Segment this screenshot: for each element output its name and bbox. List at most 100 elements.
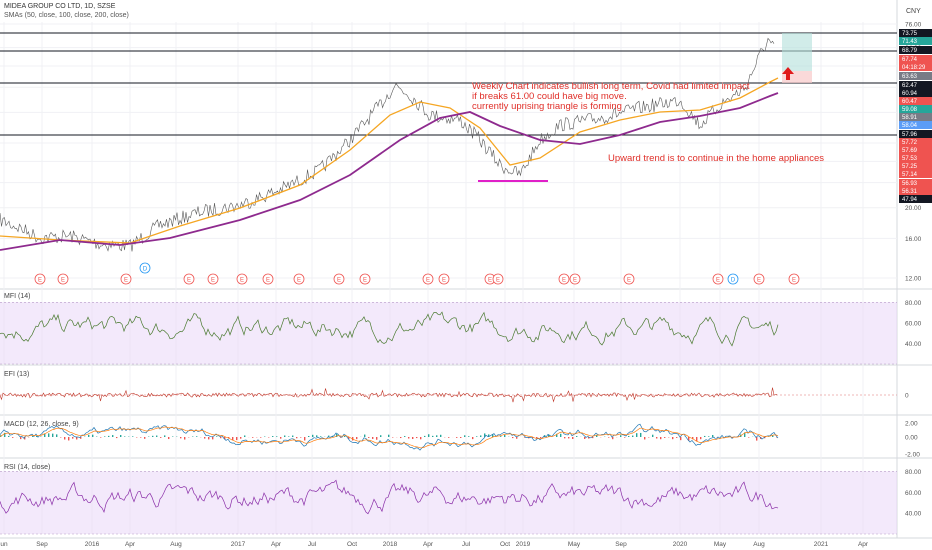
- price-tick: 76.00: [905, 22, 922, 29]
- price-label: 73.75: [902, 31, 918, 37]
- event-marker-label: E: [187, 277, 191, 283]
- macd-histogram-bar: [304, 437, 306, 441]
- macd-histogram-bar: [64, 437, 66, 440]
- macd-histogram-bar: [420, 437, 422, 440]
- macd-histogram-bar: [728, 436, 730, 437]
- macd-histogram-bar: [140, 437, 142, 438]
- event-marker-label: E: [792, 277, 796, 283]
- macd-histogram-bar: [180, 437, 182, 439]
- macd-histogram-bar: [476, 436, 478, 437]
- macd-histogram-bar: [336, 433, 338, 437]
- macd-histogram-bar: [468, 436, 470, 437]
- event-marker: [183, 273, 195, 285]
- macd-histogram-bar: [372, 437, 374, 439]
- price-label: 60.94: [902, 91, 918, 97]
- target-zone: [782, 33, 812, 71]
- event-marker-label: E: [627, 277, 631, 283]
- note-line-2: if breaks 61.00 could have big move.: [472, 91, 627, 102]
- macd-histogram-bar: [344, 435, 346, 437]
- macd-histogram-bar: [456, 437, 458, 438]
- event-marker: [236, 273, 248, 285]
- time-tick: Aug: [753, 541, 765, 548]
- macd-histogram-bar: [184, 437, 186, 440]
- event-marker-label: E: [337, 277, 341, 283]
- price-label: 47.94: [902, 197, 918, 203]
- macd-tick: 2.00: [905, 421, 918, 428]
- time-tick: Aug: [170, 541, 182, 548]
- event-marker-label: E: [363, 277, 367, 283]
- macd-histogram-bar: [464, 435, 466, 437]
- price-label: 58.91: [902, 115, 918, 121]
- time-tick: un: [0, 541, 8, 548]
- macd-histogram-bar: [88, 434, 90, 437]
- mfi-tick: 40.00: [905, 341, 922, 348]
- macd-histogram-bar: [132, 436, 134, 437]
- macd-histogram-bar: [672, 437, 674, 440]
- macd-histogram-bar: [108, 435, 110, 437]
- macd-histogram-bar: [376, 437, 378, 440]
- price-label: 56.93: [902, 181, 918, 187]
- macd-histogram-bar: [536, 437, 538, 439]
- macd-histogram-bar: [160, 437, 162, 438]
- macd-histogram-bar: [492, 434, 494, 437]
- macd-histogram-bar: [680, 437, 682, 441]
- event-marker: [139, 262, 151, 274]
- macd-histogram-bar: [592, 437, 594, 439]
- macd-histogram-bar: [316, 435, 318, 437]
- price-label-box: [899, 46, 932, 54]
- macd-histogram-bar: [48, 433, 50, 437]
- event-marker: [569, 273, 581, 285]
- trend-note: Upward trend is to continue in the home …: [608, 153, 824, 164]
- macd-histogram-bar: [240, 437, 242, 439]
- event-marker: [262, 273, 274, 285]
- price-label-box: [899, 97, 932, 105]
- macd-histogram-bar: [280, 437, 282, 439]
- macd-histogram-bar: [44, 434, 46, 437]
- price-label-box: [899, 81, 932, 89]
- macd-histogram-bar: [308, 435, 310, 437]
- macd-histogram-bar: [152, 435, 154, 437]
- price-label: 57.14: [902, 172, 918, 178]
- macd-histogram-bar: [356, 437, 358, 440]
- rsi-tick: 40.00: [905, 511, 922, 518]
- macd-histogram-bar: [764, 437, 766, 439]
- macd-histogram-bar: [156, 435, 158, 437]
- macd-histogram-bar: [400, 437, 402, 439]
- macd-histogram-bar: [676, 437, 678, 438]
- macd-histogram-bar: [744, 432, 746, 437]
- macd-histogram-bar: [340, 437, 342, 438]
- price-pane[interactable]: E E EDE E E E E E E E E E E E E E E D E E: [0, 32, 897, 285]
- macd-histogram-bar: [636, 433, 638, 437]
- macd-histogram-bar: [424, 435, 426, 437]
- event-marker: [712, 273, 724, 285]
- efi-title: EFI (13): [4, 371, 29, 378]
- price-label-box: [899, 138, 932, 146]
- event-marker-label: E: [573, 277, 577, 283]
- event-marker: [492, 273, 504, 285]
- price-label-box: [899, 37, 932, 45]
- macd-histogram-bar: [220, 437, 222, 439]
- currency-label: CNY: [906, 8, 921, 15]
- macd-histogram-bar: [404, 436, 406, 437]
- macd-histogram-bar: [56, 434, 58, 437]
- event-marker: [727, 273, 739, 285]
- macd-histogram-bar: [644, 437, 646, 440]
- time-axis[interactable]: un Sep 2016 Apr Aug 2017 Apr Jul Oct 2018 Apr Jul Oc…: [0, 541, 869, 548]
- event-marker-label: E: [266, 277, 270, 283]
- macd-histogram-bar: [628, 435, 630, 437]
- indicator-legend: SMAs (50, close, 100, close, 200, close): [4, 12, 129, 19]
- macd-histogram-bar: [204, 437, 206, 439]
- price-label-box: [899, 130, 932, 138]
- macd-histogram-bar: [12, 437, 14, 438]
- macd-histogram-bar: [392, 437, 394, 438]
- macd-histogram-bar: [480, 435, 482, 437]
- macd-histogram-bar: [608, 437, 610, 438]
- event-marker: [753, 273, 765, 285]
- rsi-line: [0, 479, 779, 515]
- macd-histogram-bar: [524, 437, 526, 438]
- macd-histogram-bar: [696, 437, 698, 442]
- event-marker: [120, 273, 132, 285]
- price-tick: 12.00: [905, 276, 922, 283]
- macd-histogram-bar: [532, 437, 534, 439]
